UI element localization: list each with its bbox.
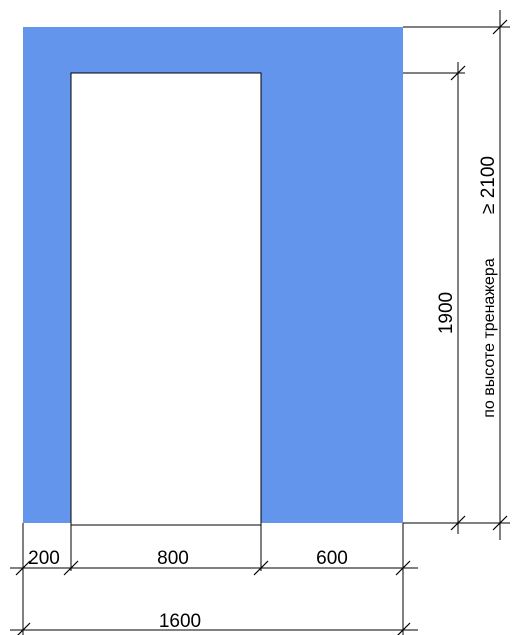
dim-label-200: 200 [28, 548, 60, 569]
total-height-dimension [492, 10, 508, 540]
dim-label-height-note: по высоте тренажера [481, 258, 498, 418]
dim-label-1600: 1600 [159, 611, 201, 632]
dim-label-600: 600 [316, 548, 348, 569]
total-width-dimension [10, 622, 418, 635]
opening-height-dimension [450, 62, 466, 534]
extension-lines [22, 26, 510, 635]
horizontal-dimension-chain [10, 560, 418, 576]
wall-elevation [23, 27, 403, 526]
dim-label-800: 800 [157, 548, 189, 569]
dim-label-2100: ≥ 2100 [478, 156, 499, 214]
door-opening [70, 72, 262, 526]
dim-label-1900: 1900 [436, 292, 457, 334]
